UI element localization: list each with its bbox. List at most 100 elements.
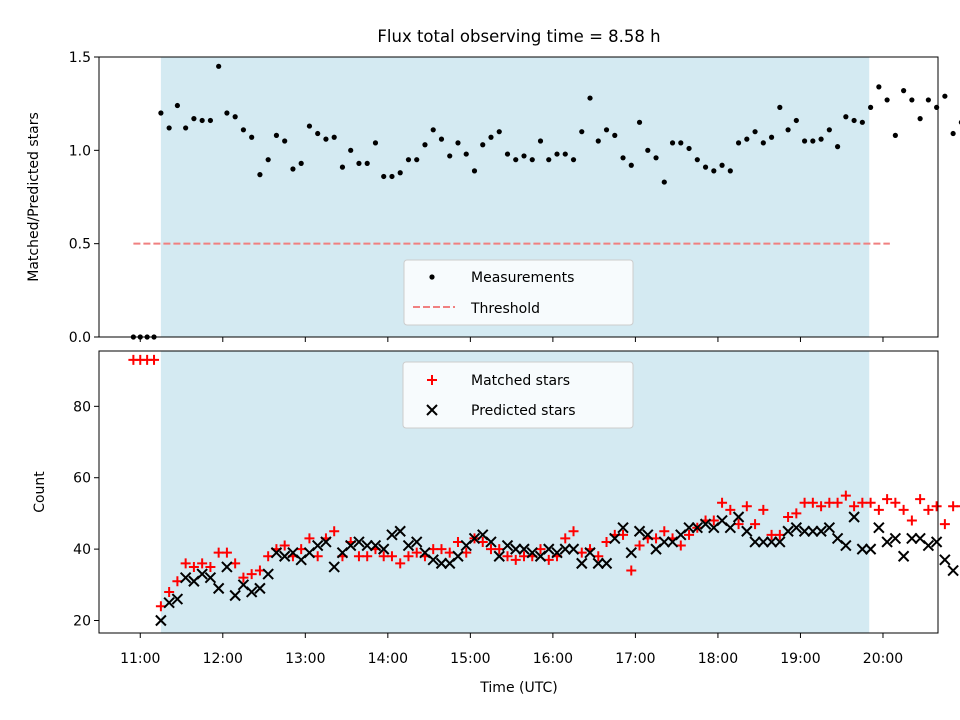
legend-matched-label: Matched stars [471,373,570,389]
predicted-star-point [262,568,274,580]
measurement-point [595,138,601,144]
measurement-point [612,132,618,138]
legend-threshold-label: Threshold [470,301,540,317]
predicted-star-point [683,521,695,534]
chart-title: Flux total observing time = 8.58 h [377,27,660,46]
measurement-point [603,127,610,133]
predicted-star-point [378,543,390,555]
measurement-point [702,164,709,170]
x-tick-label: 12:00 [203,651,243,667]
matched-star-point [197,558,208,569]
matched-star-point [832,497,843,508]
measurement-point [356,160,362,166]
matched-star-point [659,526,670,537]
measurement-point [744,136,750,142]
measurement-point [191,116,197,122]
matched-star-point [882,494,893,505]
predicted-star-point [724,521,737,534]
predicted-star-point [155,614,167,627]
predicted-star-point [782,525,794,537]
matched-star-point [865,497,876,508]
measurement-point [323,136,329,142]
legend-predicted-marker [426,404,438,416]
predicted-star-point [254,582,266,595]
matched-star-point [717,497,728,508]
measurement-point [694,157,700,163]
x-tick-label: 13:00 [285,651,325,667]
measurement-point [785,127,791,133]
measurement-point [405,157,412,163]
predicted-star-point [179,571,192,584]
measurement-point [917,116,923,122]
matched-star-point [906,515,917,526]
predicted-star-point [411,536,423,548]
matched-star-point [634,540,645,551]
matched-star-point [411,547,422,558]
x-axis-label: Time (UTC) [479,680,557,696]
measurement-point [653,155,659,161]
measurement-point [876,84,882,90]
predicted-star-point [757,536,770,548]
predicted-star-point [328,561,340,573]
top-x-ticks [139,337,884,342]
predicted-star-point [551,546,563,559]
predicted-star-point [163,596,175,609]
measurement-point [216,63,222,69]
measurement-point [496,129,502,135]
matched-star-point [180,558,191,569]
matched-star-point [783,511,794,522]
predicted-star-point [815,525,827,537]
measurement-point [488,134,494,140]
predicted-star-point [592,557,604,570]
predicted-star-point [567,543,580,555]
predicted-star-point [245,586,258,598]
predicted-star-point [171,593,184,605]
matched-star-point [931,501,942,512]
measurement-point [249,134,255,140]
measurement-point [892,132,898,138]
predicted-star-point [452,550,464,562]
predicted-star-point [402,539,415,552]
matched-star-point [816,501,827,512]
predicted-star-point [864,543,877,555]
matched-star-point [149,354,160,365]
measurement-point [430,127,436,133]
measurement-point [471,168,478,174]
predicted-stars-points [155,511,959,627]
predicted-star-point [221,561,233,573]
measurement-point [686,145,692,152]
predicted-star-point [435,557,448,570]
predicted-star-point [897,550,910,562]
measurement-point [381,173,387,180]
predicted-star-point [543,543,555,555]
bottom-y-axis-label: Count [32,471,48,513]
measurement-point [199,117,205,124]
predicted-star-point [699,518,712,530]
measurement-point [768,134,775,140]
measurement-point [257,172,263,178]
measurement-point [711,168,717,174]
bottom-legend: Matched stars Predicted stars [402,361,634,429]
measurement-point [570,157,577,163]
measurement-point [752,129,758,135]
predicted-star-point [749,536,761,548]
measurement-point [554,151,560,157]
predicted-star-point [344,539,357,552]
measurement-point [414,157,420,163]
predicted-star-point [501,539,514,552]
predicted-star-point [633,525,646,537]
predicted-star-point [386,529,398,541]
measurement-point [620,155,626,161]
predicted-star-point [848,511,860,523]
matched-star-point [741,501,752,512]
measurement-point [174,102,180,109]
predicted-star-point [807,525,819,537]
measurement-point [868,104,874,110]
measurement-point [166,125,172,131]
matched-star-point [362,551,373,562]
predicted-star-point [741,525,753,537]
measurement-point [265,157,271,163]
measurement-point [207,117,214,124]
measurement-point [513,157,519,163]
